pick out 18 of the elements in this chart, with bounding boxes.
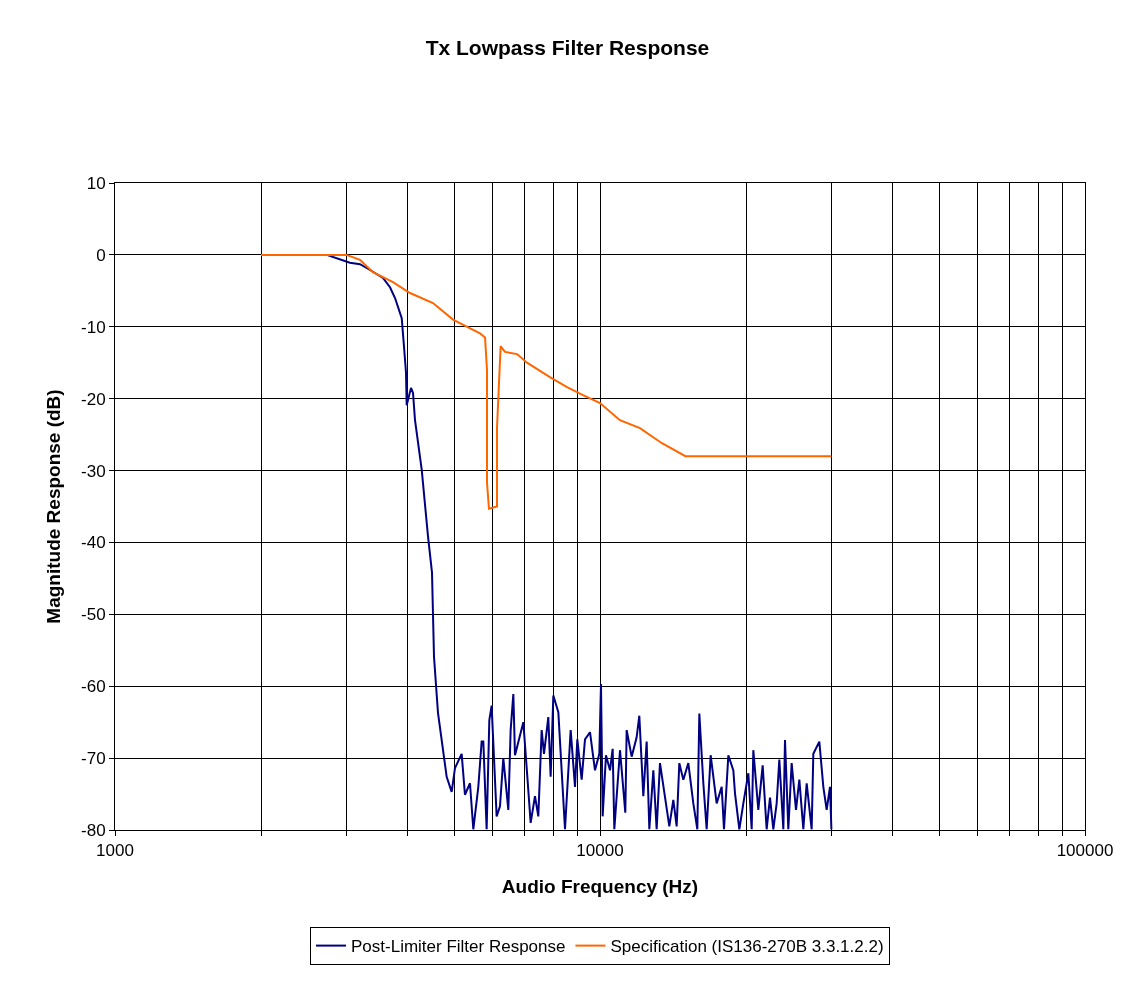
chart-title: Tx Lowpass Filter Response [425,35,710,59]
y-tick-label: -60 [81,677,106,697]
y-axis-title: Magnitude Response (dB) [42,389,64,624]
y-tick-label: -30 [81,461,106,481]
y-tick-label: -10 [81,317,106,337]
x-tick-label: 1000 [96,841,134,861]
y-tick-label: -20 [81,389,106,409]
legend-label: Specification (IS136-270B 3.3.1.2.2) [610,937,884,957]
x-tick-label: 100000 [1056,841,1114,861]
y-tick-label: 0 [96,245,106,265]
y-tick-label: -70 [81,749,106,769]
y-tick-label: -50 [81,605,106,625]
y-tick-label: -40 [81,533,106,553]
legend-label: Post-Limiter Filter Response [351,937,566,957]
x-tick-label: 10000 [576,841,624,861]
x-axis-title: Audio Frequency (Hz) [501,876,699,898]
y-tick-label: 10 [86,173,106,193]
y-tick-label: -80 [81,820,106,840]
